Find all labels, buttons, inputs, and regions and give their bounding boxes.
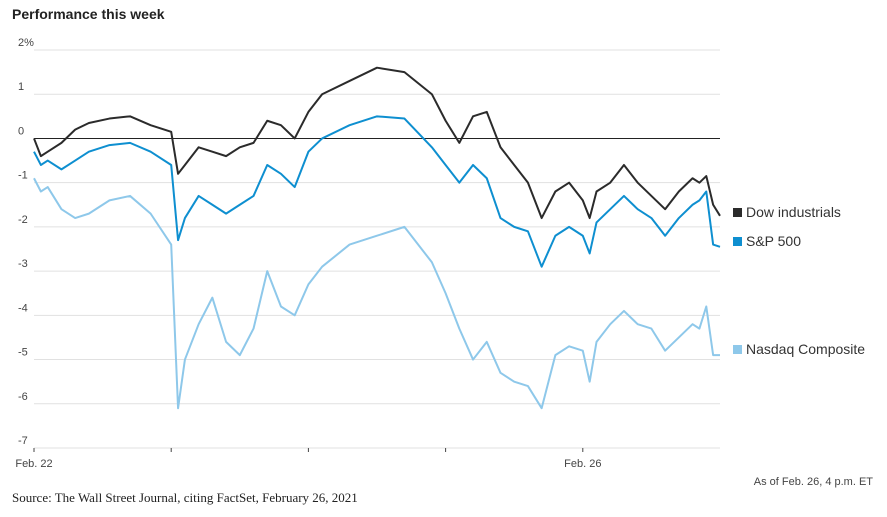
legend: Dow industrials S&P 500 Nasdaq Composite	[733, 204, 865, 357]
y-tick-label: -3	[18, 258, 28, 270]
x-tick-label: Feb. 22	[15, 458, 52, 470]
x-tick-label: Feb. 26	[564, 458, 601, 470]
y-tick-label: -6	[18, 391, 28, 403]
y-tick-label: -2	[18, 214, 28, 226]
chart-title: Performance this week	[12, 6, 165, 22]
y-tick-label: 2%	[18, 37, 34, 49]
y-tick-label: -5	[18, 347, 28, 359]
series-line-dow-industrials	[33, 66, 721, 220]
series-line-s-p-500	[33, 115, 721, 268]
legend-label: S&P 500	[746, 233, 801, 249]
y-tick-label: -1	[18, 170, 28, 182]
legend-item: Nasdaq Composite	[733, 341, 865, 357]
y-tick-label: -4	[18, 302, 28, 314]
legend-swatch	[733, 237, 742, 246]
y-tick-label: -7	[18, 435, 28, 447]
legend-label: Dow industrials	[746, 204, 841, 220]
timestamp-note: As of Feb. 26, 4 p.m. ET	[753, 476, 873, 488]
y-tick-label: 0	[18, 125, 24, 137]
legend-item: Dow industrials	[733, 204, 841, 220]
legend-item: S&P 500	[733, 233, 801, 249]
legend-swatch	[733, 208, 742, 217]
series-lines	[33, 66, 721, 410]
series-line-nasdaq-composite	[33, 177, 720, 410]
y-axis-ticks: 2% 1 0 -1 -2 -3 -4 -5 -6 -7	[18, 37, 34, 447]
legend-swatch	[733, 345, 742, 354]
legend-label: Nasdaq Composite	[746, 341, 865, 357]
x-axis-ticks: Feb. 22 Feb. 26	[15, 448, 601, 470]
y-tick-label: 1	[18, 81, 24, 93]
gridlines	[34, 49, 720, 449]
source-note: Source: The Wall Street Journal, citing …	[12, 490, 358, 505]
